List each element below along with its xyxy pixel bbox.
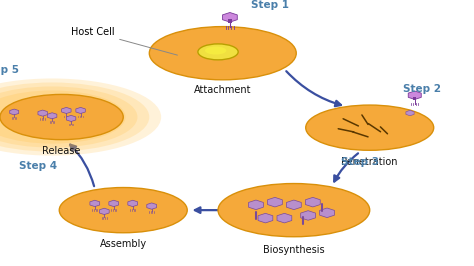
- Ellipse shape: [0, 82, 149, 152]
- Bar: [228, 19, 232, 23]
- Ellipse shape: [0, 90, 126, 144]
- Text: Host Cell: Host Cell: [71, 27, 177, 55]
- Text: Biosynthesis: Biosynthesis: [263, 245, 325, 255]
- Text: Step 4: Step 4: [19, 161, 57, 171]
- Text: Attachment: Attachment: [194, 85, 252, 95]
- Ellipse shape: [59, 188, 187, 233]
- Text: Release: Release: [43, 146, 81, 156]
- Text: Step 5: Step 5: [0, 65, 19, 76]
- Ellipse shape: [198, 44, 238, 60]
- Ellipse shape: [0, 94, 123, 140]
- Text: Step 3: Step 3: [341, 157, 379, 167]
- Text: Assembly: Assembly: [100, 239, 147, 250]
- Ellipse shape: [306, 105, 434, 150]
- Ellipse shape: [205, 47, 226, 55]
- Text: Step 1: Step 1: [251, 0, 289, 10]
- Ellipse shape: [149, 27, 296, 80]
- Ellipse shape: [0, 78, 161, 156]
- Text: Penetration: Penetration: [341, 157, 398, 167]
- Ellipse shape: [0, 86, 137, 148]
- Ellipse shape: [218, 184, 370, 237]
- Bar: [413, 97, 417, 100]
- Text: Step 2: Step 2: [403, 84, 441, 94]
